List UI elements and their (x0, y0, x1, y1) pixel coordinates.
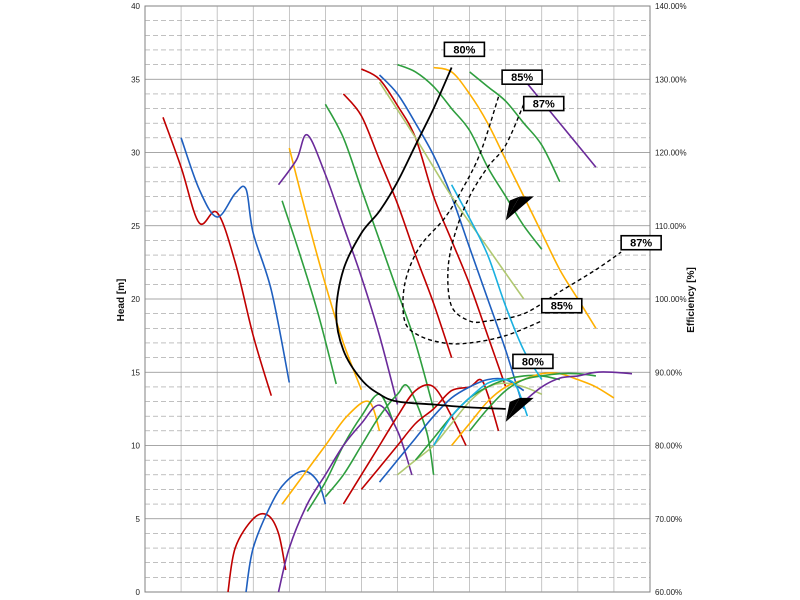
iso-efficiency-layer (335, 67, 622, 410)
head-curve-red-6 (342, 93, 453, 358)
direction-markers (505, 196, 534, 422)
y2-tick-label: 110.00% (655, 222, 686, 231)
y-tick-label: 25 (131, 222, 140, 231)
head-curve-cyan-14 (450, 184, 543, 381)
iso-label-text: 85% (511, 72, 533, 84)
direction-marker-efficiency (505, 397, 534, 422)
iso-label-frame (512, 353, 554, 370)
direction-marker-head (505, 196, 534, 221)
y2-axis-title: Efficiency [%] (686, 267, 697, 333)
iso-efficiency-line-87pct (447, 103, 622, 324)
direction-marker-efficiency-fill (505, 397, 520, 422)
iso-label-box-0: 80% (443, 41, 486, 58)
y-tick-label: 35 (131, 75, 140, 84)
y-tick-label: 0 (136, 588, 141, 597)
iso-efficiency-line-85pct (402, 96, 543, 345)
efficiency-curve-red-0 (227, 512, 287, 593)
head-curve-orange-2 (288, 147, 363, 391)
y-tick-label: 10 (131, 442, 140, 451)
iso-efficiency-labels: 80% 85% 87% 87% 85% 80% (443, 41, 662, 370)
y2-tick-label: 80.00% (655, 442, 682, 451)
iso-label-frame (522, 95, 565, 112)
head-curve-green-3 (281, 200, 337, 385)
y-tick-label: 20 (131, 295, 140, 304)
iso-label-box-5: 80% (512, 353, 554, 370)
y2-tick-label: 70.00% (655, 515, 682, 524)
iso-label-box-2: 87% (522, 95, 565, 112)
efficiency-curve-lightgreen-9 (397, 382, 543, 476)
iso-label-box-3: 87% (620, 234, 662, 251)
y2-tick-label: 60.00% (655, 588, 682, 597)
y2-axis-ticks: 60.00% 70.00% 80.00% 90.00% 100.00% 110.00% 12… (655, 2, 687, 597)
y-tick-label: 40 (131, 2, 140, 11)
efficiency-curve-red-6 (342, 384, 467, 505)
efficiency-curve-cyan-14 (432, 378, 529, 446)
direction-marker-head-fill (505, 196, 520, 221)
iso-label-box-1: 85% (501, 69, 543, 85)
efficiency-curve-blue-1 (245, 470, 327, 593)
head-curve-green-12 (469, 71, 561, 183)
iso-label-frame (620, 234, 662, 251)
head-curve-red-0 (162, 117, 273, 396)
head-curve-green-5 (324, 103, 435, 410)
efficiency-curve-red-7 (360, 378, 500, 490)
iso-label-frame (540, 297, 583, 314)
y-axis-title: Head [m] (116, 279, 127, 322)
head-curve-blue-1 (180, 137, 291, 383)
efficiency-curve-blue-8 (378, 377, 525, 483)
y-axis-ticks: 0 5 10 15 20 25 30 35 40 (131, 2, 140, 597)
head-curve-lightgreen-9 (378, 81, 525, 300)
iso-label-text: 87% (533, 99, 555, 111)
head-curve-red-7 (361, 68, 507, 388)
iso-label-frame (443, 41, 486, 58)
series-layer (162, 63, 633, 593)
head-curve-green-10 (397, 63, 543, 250)
iso-label-text: 80% (522, 356, 544, 368)
head-curve-purple-13 (523, 78, 597, 168)
head-curve-purple-4 (277, 134, 399, 405)
y-tick-label: 5 (136, 515, 141, 524)
y-tick-label: 30 (131, 149, 140, 158)
iso-efficiency-line-80pct (335, 67, 506, 410)
y2-tick-label: 100.00% (655, 295, 687, 304)
efficiency-curve-orange-11 (450, 372, 615, 447)
iso-label-text: 85% (551, 301, 573, 313)
y2-tick-label: 140.00% (655, 2, 687, 11)
iso-label-frame (501, 69, 543, 85)
efficiency-curve-purple-13 (523, 371, 633, 403)
iso-label-text: 80% (453, 44, 475, 56)
y-tick-label: 15 (131, 368, 140, 377)
iso-label-text: 87% (630, 238, 652, 250)
iso-label-box-4: 85% (540, 297, 583, 314)
efficiency-curve-green-12 (468, 372, 597, 432)
y2-tick-label: 130.00% (655, 75, 687, 84)
head-curve-orange-11 (433, 66, 597, 329)
efficiency-curve-purple-4 (277, 404, 413, 593)
y2-tick-label: 90.00% (655, 368, 682, 377)
y2-tick-label: 120.00% (655, 149, 687, 158)
